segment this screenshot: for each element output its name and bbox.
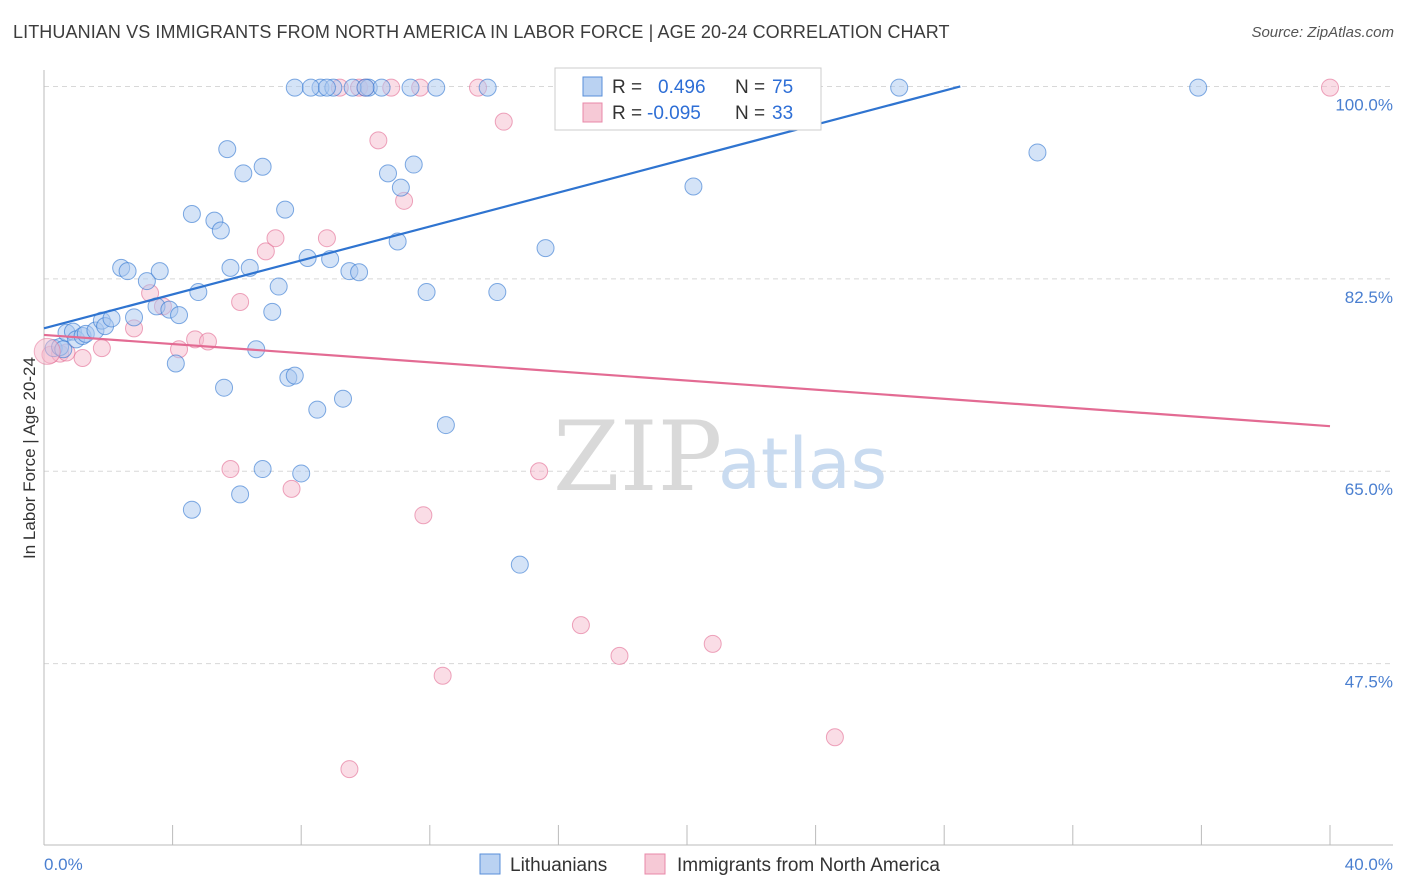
point-lithuanians-17 <box>150 262 169 281</box>
point-lithuanians-19 <box>170 306 189 325</box>
series-legend: Lithuanians Immigrants from North Americ… <box>479 853 940 876</box>
y-tick-label-0: 100.0% <box>1335 95 1393 114</box>
point-immigrants-3 <box>73 349 92 368</box>
legend-n-label-blue: N = <box>735 77 765 98</box>
point-immigrants-32 <box>825 728 844 747</box>
axes <box>43 70 1393 846</box>
watermark-atlas: atlas <box>718 423 887 505</box>
point-immigrants-16 <box>317 229 336 248</box>
legend-swatch-pink <box>582 102 603 123</box>
data-points <box>33 78 1339 779</box>
point-immigrants-12 <box>231 292 250 311</box>
point-immigrants-4 <box>92 339 111 358</box>
point-lithuanians-60 <box>890 78 909 97</box>
point-lithuanians-59 <box>684 177 703 196</box>
point-lithuanians-26 <box>218 140 237 159</box>
chart-title: LITHUANIAN VS IMMIGRANTS FROM NORTH AMER… <box>13 22 950 42</box>
point-lithuanians-51 <box>427 78 446 97</box>
source-label: Source: ZipAtlas.com <box>1251 24 1394 41</box>
point-lithuanians-28 <box>231 485 250 504</box>
point-lithuanians-49 <box>404 155 423 174</box>
legend-r-label-blue: R = <box>612 77 642 98</box>
point-immigrants-29 <box>571 616 590 635</box>
point-immigrants-20 <box>369 131 388 150</box>
series-legend-swatch-lithuanians <box>479 853 501 875</box>
trend-line-immigrants <box>43 333 1331 428</box>
point-immigrants-11 <box>221 460 240 479</box>
point-immigrants-cluster <box>33 337 61 365</box>
y-tick-label-2: 65.0% <box>1345 480 1393 499</box>
point-lithuanians-41 <box>333 389 352 408</box>
point-lithuanians-39 <box>308 400 327 419</box>
point-lithuanians-24 <box>215 378 234 397</box>
point-immigrants-25 <box>433 666 452 685</box>
y-tick-label-3: 47.5% <box>1345 673 1393 692</box>
trend-lines <box>43 85 1331 428</box>
point-lithuanians-66 <box>356 78 375 97</box>
point-lithuanians-43 <box>350 263 369 282</box>
point-lithuanians-14 <box>118 262 137 281</box>
x-tick-label-0: 0.0% <box>44 855 83 874</box>
point-lithuanians-48 <box>391 178 410 197</box>
point-lithuanians-46 <box>379 164 398 183</box>
legend-n-value-blue: 75 <box>772 77 793 98</box>
point-lithuanians-69 <box>301 78 320 97</box>
point-lithuanians-25 <box>221 258 240 277</box>
point-lithuanians-61 <box>1028 143 1047 162</box>
point-lithuanians-31 <box>253 157 272 176</box>
legend-n-value-pink: 33 <box>772 103 793 124</box>
point-immigrants-24 <box>414 506 433 525</box>
point-immigrants-31 <box>703 634 722 653</box>
point-immigrants-33 <box>340 760 359 779</box>
y-axis-title: In Labor Force | Age 20-24 <box>20 357 39 559</box>
point-immigrants-13 <box>256 242 275 261</box>
point-lithuanians-55 <box>510 555 529 574</box>
point-immigrants-15 <box>282 479 301 498</box>
tick-labels: 100.0% 82.5% 65.0% 47.5% 0.0% 40.0% <box>44 95 1393 874</box>
point-lithuanians-73 <box>253 460 272 479</box>
legend-swatch-blue <box>582 76 603 97</box>
series-legend-swatch-immigrants <box>644 853 666 875</box>
point-immigrants-34 <box>1321 78 1339 97</box>
point-lithuanians-32 <box>263 302 282 321</box>
point-lithuanians-15 <box>137 272 156 291</box>
point-immigrants-14 <box>266 229 285 248</box>
x-tick-label-1: 40.0% <box>1345 855 1393 874</box>
point-immigrants-27 <box>494 112 513 131</box>
point-lithuanians-20 <box>166 354 185 373</box>
point-immigrants-30 <box>610 646 629 665</box>
point-lithuanians-52 <box>436 416 455 435</box>
point-immigrants-28 <box>530 462 549 481</box>
point-lithuanians-33 <box>269 277 288 296</box>
point-lithuanians-56 <box>536 239 555 258</box>
point-lithuanians-45 <box>372 78 391 97</box>
legend-r-value-blue: 0.496 <box>658 77 706 98</box>
point-lithuanians-27 <box>234 164 253 183</box>
series-legend-label-immigrants: Immigrants from North America <box>677 855 940 876</box>
point-lithuanians-70 <box>317 78 336 97</box>
point-lithuanians-13 <box>125 308 144 327</box>
point-lithuanians-54 <box>488 283 507 302</box>
y-tick-label-1: 82.5% <box>1345 288 1393 307</box>
watermark-zip: ZIP <box>553 401 722 513</box>
legend-r-label-pink: R = <box>612 103 642 124</box>
point-lithuanians-22 <box>182 205 201 224</box>
point-lithuanians-68 <box>285 78 304 97</box>
point-lithuanians-37 <box>292 464 311 483</box>
series-legend-label-lithuanians: Lithuanians <box>510 855 607 876</box>
point-lithuanians-62 <box>1189 78 1208 97</box>
stats-legend: R = 0.496 N = 75 R = -0.095 N = 33 <box>554 67 822 131</box>
point-lithuanians-34 <box>276 200 295 219</box>
point-lithuanians-71 <box>182 500 201 519</box>
legend-r-value-pink: -0.095 <box>647 103 701 124</box>
point-lithuanians-36 <box>285 366 304 385</box>
point-lithuanians-53 <box>478 78 497 97</box>
point-lithuanians-72 <box>211 221 230 240</box>
legend-n-label-pink: N = <box>735 103 765 124</box>
point-lithuanians-67 <box>401 78 420 97</box>
point-lithuanians-50 <box>417 283 436 302</box>
watermark: ZIP atlas <box>553 401 887 513</box>
